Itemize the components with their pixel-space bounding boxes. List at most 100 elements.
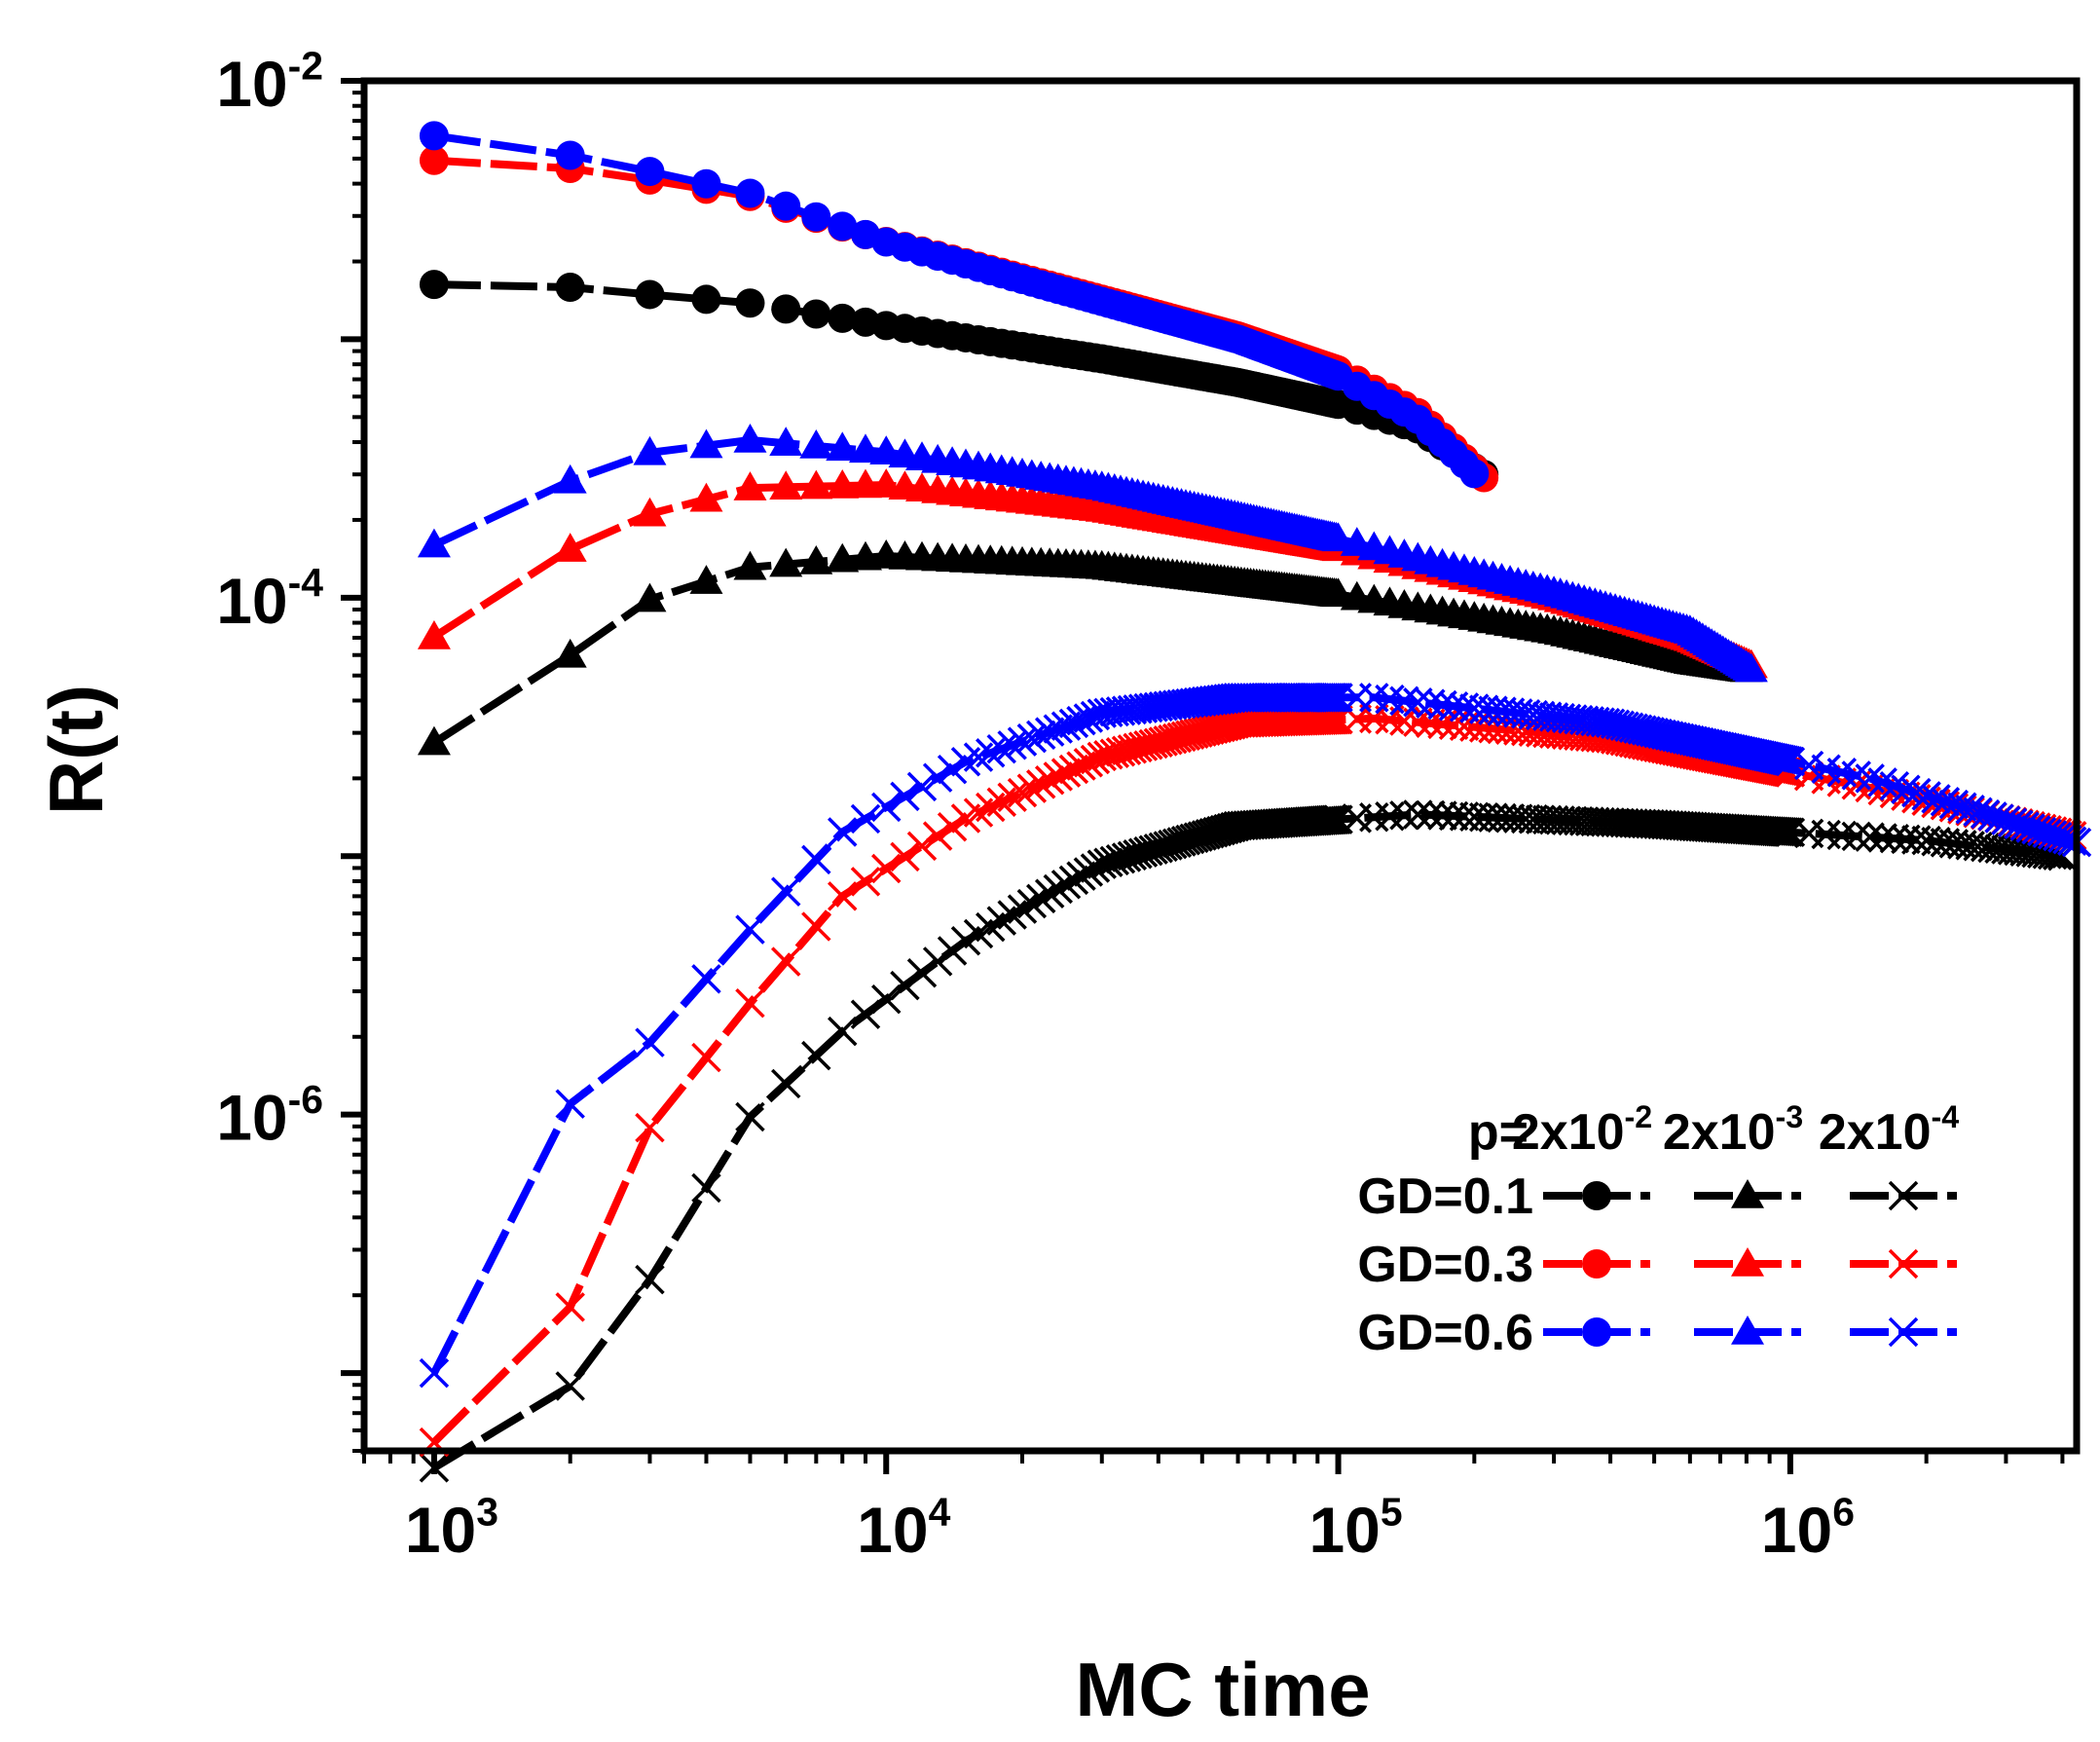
data-point-triangle — [1734, 652, 1768, 683]
data-point-cross — [1066, 861, 1096, 891]
data-point-cross — [1427, 800, 1457, 831]
data-point-circle — [635, 157, 665, 187]
y-axis-label: R(t) — [33, 685, 119, 815]
data-point-triangle — [633, 435, 667, 465]
data-point-cross — [1403, 799, 1433, 830]
data-point-triangle — [1731, 1316, 1764, 1345]
legend-row-label: GD=0.6 — [1357, 1305, 1533, 1361]
data-point-cross — [1105, 843, 1136, 874]
legend-column-header: 2x10-4 — [1819, 1099, 1959, 1161]
series — [419, 145, 1499, 493]
data-point-cross — [1025, 769, 1056, 799]
data-point-cross — [1775, 746, 1806, 777]
data-point-cross — [801, 911, 831, 942]
data-point-circle — [1582, 1249, 1611, 1279]
data-point-triangle — [769, 426, 803, 457]
data-point-cross — [691, 1172, 721, 1204]
data-point-cross — [419, 1357, 450, 1389]
data-point-circle — [555, 140, 585, 170]
data-point-cross — [1891, 774, 1921, 804]
data-point-cross — [850, 803, 881, 834]
data-point-circle — [691, 168, 721, 199]
data-point-cross — [1043, 714, 1074, 744]
data-point-cross — [801, 1040, 831, 1071]
x-tick-label: 103 — [405, 1489, 498, 1566]
data-point-cross — [555, 1292, 585, 1322]
legend-header-label: p= — [1468, 1104, 1529, 1161]
data-point-triangle — [689, 482, 723, 512]
data-point-cross — [1007, 777, 1038, 808]
x-tick-label: 104 — [857, 1489, 950, 1566]
data-point-cross — [735, 1101, 765, 1132]
data-point-cross — [890, 970, 920, 1001]
data-point-triangle — [733, 424, 767, 453]
data-point-cross — [691, 964, 721, 994]
data-point-circle — [555, 272, 585, 302]
series — [419, 683, 2092, 1389]
data-point-cross — [937, 936, 968, 966]
data-point-cross — [1855, 822, 1885, 852]
data-point-circle — [801, 202, 831, 232]
data-point-triangle — [553, 638, 587, 668]
data-point-cross — [1389, 686, 1419, 716]
data-point-cross — [986, 787, 1017, 817]
data-point-cross — [735, 914, 765, 945]
data-point-cross — [1117, 840, 1148, 871]
data-point-cross — [850, 867, 881, 897]
data-point-circle — [691, 284, 721, 315]
data-point-circle — [828, 303, 858, 333]
data-point-cross — [1034, 878, 1065, 909]
data-point-cross — [1901, 777, 1932, 808]
data-point-cross — [1050, 758, 1082, 788]
data-point-cross — [635, 1027, 665, 1057]
series — [419, 270, 1499, 490]
data-point-circle — [771, 294, 801, 324]
data-point-cross — [1099, 738, 1130, 768]
data-point-cross — [801, 844, 831, 875]
data-point-cross — [770, 1068, 801, 1099]
data-point-circle — [419, 121, 449, 151]
data-point-cross — [2026, 816, 2057, 847]
data-point-cross — [828, 881, 858, 911]
data-point-cross — [1947, 792, 1977, 822]
data-point-circle — [419, 145, 449, 175]
data-point-cross — [871, 792, 902, 823]
data-point-cross — [1007, 726, 1038, 757]
data-point-cross — [850, 999, 881, 1029]
series-line — [433, 156, 1492, 486]
tick-labels: 103 104 105 106 10-2 10-4 10-6 — [216, 43, 1855, 1566]
data-point-cross — [770, 876, 801, 908]
data-point-cross — [1793, 750, 1824, 781]
series-line — [430, 693, 2079, 1375]
data-point-circle — [1582, 1317, 1611, 1347]
data-point-cross — [635, 1112, 665, 1143]
data-point-cross — [997, 730, 1027, 760]
data-point-cross — [890, 841, 920, 872]
data-point-cross — [1016, 888, 1048, 919]
data-point-triangle — [769, 470, 803, 500]
data-point-cross — [419, 1453, 450, 1483]
data-point-cross — [1058, 865, 1089, 896]
data-point-triangle — [733, 471, 767, 500]
data-point-cross — [1050, 870, 1082, 900]
data-point-cross — [635, 1264, 665, 1295]
data-point-cross — [555, 1371, 585, 1401]
data-point-cross — [1058, 754, 1089, 785]
data-point-triangle — [769, 547, 803, 577]
data-point-cross — [555, 1089, 585, 1119]
data-point-cross — [1911, 781, 1941, 811]
data-point-cross — [1416, 799, 1446, 831]
series-line — [433, 131, 1483, 481]
series-line — [431, 810, 2063, 1471]
data-point-circle — [635, 279, 665, 310]
data-point-cross — [828, 1016, 858, 1047]
data-point-cross — [2004, 809, 2034, 839]
data-point-cross — [2009, 811, 2040, 841]
data-point-circle — [771, 191, 801, 221]
data-point-cross — [871, 983, 902, 1015]
data-point-circle — [828, 211, 858, 241]
data-point-cross — [1073, 857, 1104, 887]
data-point-triangle — [799, 545, 833, 574]
data-point-circle — [1582, 1181, 1611, 1210]
data-point-triangle — [417, 528, 451, 558]
